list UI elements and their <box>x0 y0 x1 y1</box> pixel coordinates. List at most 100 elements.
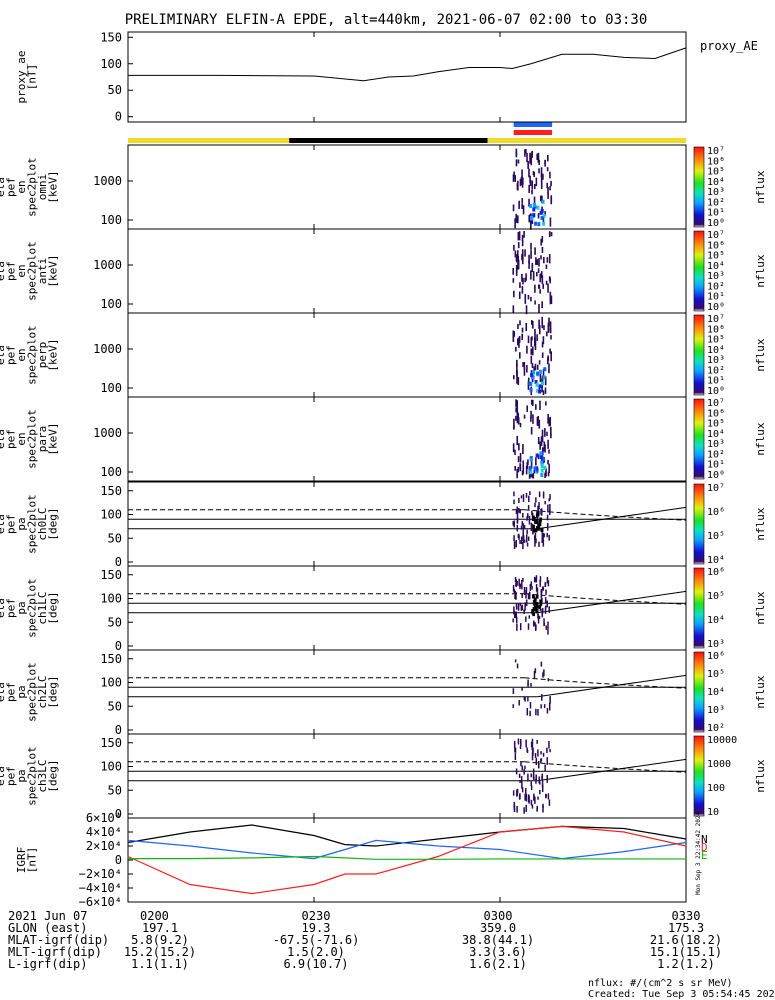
ela_pef_en_spec2plot_perp-pixel-41 <box>515 346 517 352</box>
ela_pef_pa_spec2plot_ch3LC-pixel-57 <box>514 747 517 753</box>
ela_pef_en_spec2plot_omni-ytick-1: 100 <box>100 213 122 227</box>
ela_pef_pa_spec2plot_ch0LC-core-10 <box>539 518 542 523</box>
ephem-value-2-1: 1.5(2.0) <box>287 945 345 959</box>
ephem-value-1-1: -67.5(-71.6) <box>273 933 360 947</box>
ela_pef_pa_spec2plot_ch3LC-pixel-71 <box>541 784 544 793</box>
ela_pef_en_spec2plot_para-flux-9 <box>540 473 544 478</box>
ela_pef_pa_spec2plot_ch0LC-core-17 <box>537 524 540 529</box>
ela_pef_en_spec2plot_perp-pixel-58 <box>516 374 518 384</box>
ela_pef_en_spec2plot_perp-pixel-70 <box>541 352 544 358</box>
ela_pef_en_spec2plot_omni-cbar-tick-5: 10² <box>707 197 725 208</box>
ela_pef_en_spec2plot_anti-pixel-27 <box>521 240 524 247</box>
ela_pef_en_spec2plot_para-pixel-43 <box>516 435 519 446</box>
ephem-label-2: MLT-igrf(dip) <box>8 945 102 959</box>
ela_pef_en_spec2plot_omni-pixel-22 <box>529 180 532 186</box>
ela_pef_pa_spec2plot_ch1LC-pixel-21 <box>525 593 527 599</box>
ela_pef_en_spec2plot_anti-frame <box>127 228 687 314</box>
proxy-ae-legend: proxy_AE <box>700 39 758 53</box>
ela_pef_pa_spec2plot_ch1LC-core-5 <box>539 601 543 606</box>
ela_pef_pa_spec2plot_ch1LC-pixel-74 <box>540 589 543 595</box>
ela_pef_en_spec2plot_perp-flux-7 <box>543 367 547 372</box>
ela_pef_pa_spec2plot_ch0LC-colorbar <box>693 483 705 565</box>
ela_pef_pa_spec2plot_ch0LC-pixel-51 <box>522 529 524 537</box>
ela_pef_pa_spec2plot_ch3LC-pixel-83 <box>546 757 548 765</box>
ela_pef_en_spec2plot_anti-pixel-75 <box>521 254 524 265</box>
ela_pef_pa_spec2plot_ch1LC-core-4 <box>531 594 535 599</box>
ela_pef_en_spec2plot_perp-pixel-30 <box>517 377 520 386</box>
ela_pef_pa_spec2plot_ch1LC-ytick-0: 150 <box>100 568 122 582</box>
ela_pef_en_spec2plot_para-pixel-1 <box>546 431 548 437</box>
ela_pef_pa_spec2plot_ch0LC-frame <box>127 481 687 567</box>
ela_pef_en_spec2plot_omni-ylabel-2: en <box>15 180 28 193</box>
ela_pef_en_spec2plot_anti-pixel-12 <box>530 242 532 250</box>
ela_pef_pa_spec2plot_ch2LC-ytick-0: 150 <box>100 652 122 666</box>
ela_pef_pa_spec2plot_ch2LC-pixel-18 <box>549 696 551 704</box>
ela_pef_pa_spec2plot_ch0LC-pixel-28 <box>548 498 550 502</box>
ela_pef_pa_spec2plot_ch0LC-pixel-58 <box>542 491 545 499</box>
ela_pef_en_spec2plot_omni-pixel-3 <box>528 168 530 178</box>
ela_pef_pa_spec2plot_ch2LC-ylabel-0: ela <box>0 682 7 702</box>
ela_pef_pa_spec2plot_ch2LC-pixel-5 <box>543 671 545 675</box>
ela_pef_en_spec2plot_omni-pixel-73 <box>528 214 531 223</box>
ela_pef_pa_spec2plot_ch0LC-pixel-68 <box>527 536 530 541</box>
ela_pef_en_spec2plot_omni-pixel-7 <box>514 218 516 229</box>
ela_pef_en_spec2plot_para-cbar-tick-3: 10⁴ <box>707 429 725 440</box>
ela_pef_pa_spec2plot_ch3LC-pixel-34 <box>525 739 527 748</box>
ela_pef_pa_spec2plot_ch0LC-ylabel-0: ela <box>0 514 7 534</box>
ela_pef_pa_spec2plot_ch1LC-loss-cone-2 <box>537 590 687 614</box>
ela_pef_en_spec2plot_anti-cbar-tick-4: 10³ <box>707 271 725 282</box>
ela_pef_en_spec2plot_perp-pixel-67 <box>541 322 544 329</box>
ela_pef_pa_spec2plot_ch1LC-pixel-66 <box>522 577 524 582</box>
ela_pef_en_spec2plot_perp-cbar-tick-0: 10⁷ <box>707 314 725 325</box>
ela_pef_pa_spec2plot_ch2LC-pixel-24 <box>537 709 539 716</box>
ela_pef_en_spec2plot_perp-pixel-46 <box>516 370 518 377</box>
ela_pef_pa_spec2plot_ch0LC-ytick-1: 100 <box>100 508 122 522</box>
ela_pef_en_spec2plot_anti-pixel-77 <box>524 293 527 304</box>
ela_pef_pa_spec2plot_ch1LC-ylabel-2: pa <box>15 601 28 614</box>
ela_pef_en_spec2plot_anti-pixel-73 <box>519 282 521 289</box>
ela_pef_pa_spec2plot_ch1LC-ylabel-0: ela <box>0 598 7 618</box>
ela_pef_pa_spec2plot_ch0LC-core-16 <box>533 528 536 533</box>
ela_pef_en_spec2plot_para-pixel-23 <box>528 471 531 479</box>
ela_pef_pa_spec2plot_ch1LC-pixel-6 <box>543 618 545 627</box>
x-tick-label-0230: 0230 <box>302 909 331 923</box>
igrf-ytick-3: 0 <box>115 853 122 867</box>
ela_pef_pa_spec2plot_ch1LC-pixel-12 <box>532 599 535 606</box>
ela_pef_en_spec2plot_omni-pixel-68 <box>549 186 551 191</box>
ela_pef_pa_spec2plot_ch0LC-pixel-74 <box>534 517 537 521</box>
ela_pef_pa_spec2plot_ch0LC-pixel-60 <box>530 522 533 528</box>
ela_pef_en_spec2plot_perp-pixel-33 <box>547 357 549 365</box>
ela_pef_pa_spec2plot_ch0LC-pixel-15 <box>531 523 534 528</box>
ela_pef_en_spec2plot_para-flux-14 <box>540 468 544 473</box>
ela_pef_pa_spec2plot_ch3LC-pixel-4 <box>534 753 537 758</box>
ela_pef_pa_spec2plot_ch3LC-pixel-29 <box>521 765 523 771</box>
ela_pef_en_spec2plot_omni-pixel-41 <box>531 151 533 159</box>
ela_pef_pa_spec2plot_ch3LC-pixel-3 <box>517 738 520 745</box>
ela_pef_en_spec2plot_omni-flux-2 <box>536 205 540 210</box>
ela_pef_en_spec2plot_perp-cbar-tick-2: 10⁵ <box>707 335 725 346</box>
ela_pef_en_spec2plot_para-pixel-57 <box>544 444 546 453</box>
ela_pef_en_spec2plot_para-pixel-35 <box>512 443 515 453</box>
ephem-label-0: GLON (east) <box>8 921 87 935</box>
ela_pef_en_spec2plot_para-ytick-0: 1000 <box>93 426 122 440</box>
ephem-value-0-2: 359.0 <box>480 921 516 935</box>
ela_pef_en_spec2plot_para-cbar-tick-2: 10⁵ <box>707 419 725 430</box>
ela_pef_en_spec2plot_perp-pixel-11 <box>532 320 534 329</box>
ela_pef_pa_spec2plot_ch2LC-pixel-21 <box>529 701 532 709</box>
ela_pef_pa_spec2plot_ch0LC-pixel-56 <box>542 536 544 541</box>
ela_pef_en_spec2plot_para-ylabel-5: [keV] <box>46 422 59 455</box>
ela_pef_en_spec2plot_omni-pixel-57 <box>528 184 530 194</box>
ela_pef_pa_spec2plot_ch3LC-pixel-39 <box>518 773 521 778</box>
ela_pef_en_spec2plot_omni-cbar-tick-3: 10⁴ <box>707 177 725 188</box>
ela_pef_pa_spec2plot_ch0LC-pixel-77 <box>522 535 525 543</box>
ela_pef_pa_spec2plot_ch1LC-ylabel-5: [deg] <box>46 591 59 624</box>
ela_pef_en_spec2plot_para-flux-0 <box>535 453 539 458</box>
ela_pef_en_spec2plot_para-pixel-36 <box>547 459 549 465</box>
ela_pef_pa_spec2plot_ch1LC-pixel-13 <box>540 592 543 599</box>
ela_pef_pa_spec2plot_ch1LC-pixel-46 <box>534 577 537 582</box>
ela_pef_pa_spec2plot_ch3LC-pixel-81 <box>527 794 530 799</box>
ela_pef_en_spec2plot_perp-pixel-10 <box>516 359 518 366</box>
ela_pef_en_spec2plot_omni-pixel-13 <box>542 173 544 180</box>
ela_pef_en_spec2plot_anti-pixel-40 <box>542 283 544 289</box>
ela_pef_en_spec2plot_anti-pixel-68 <box>548 254 551 264</box>
